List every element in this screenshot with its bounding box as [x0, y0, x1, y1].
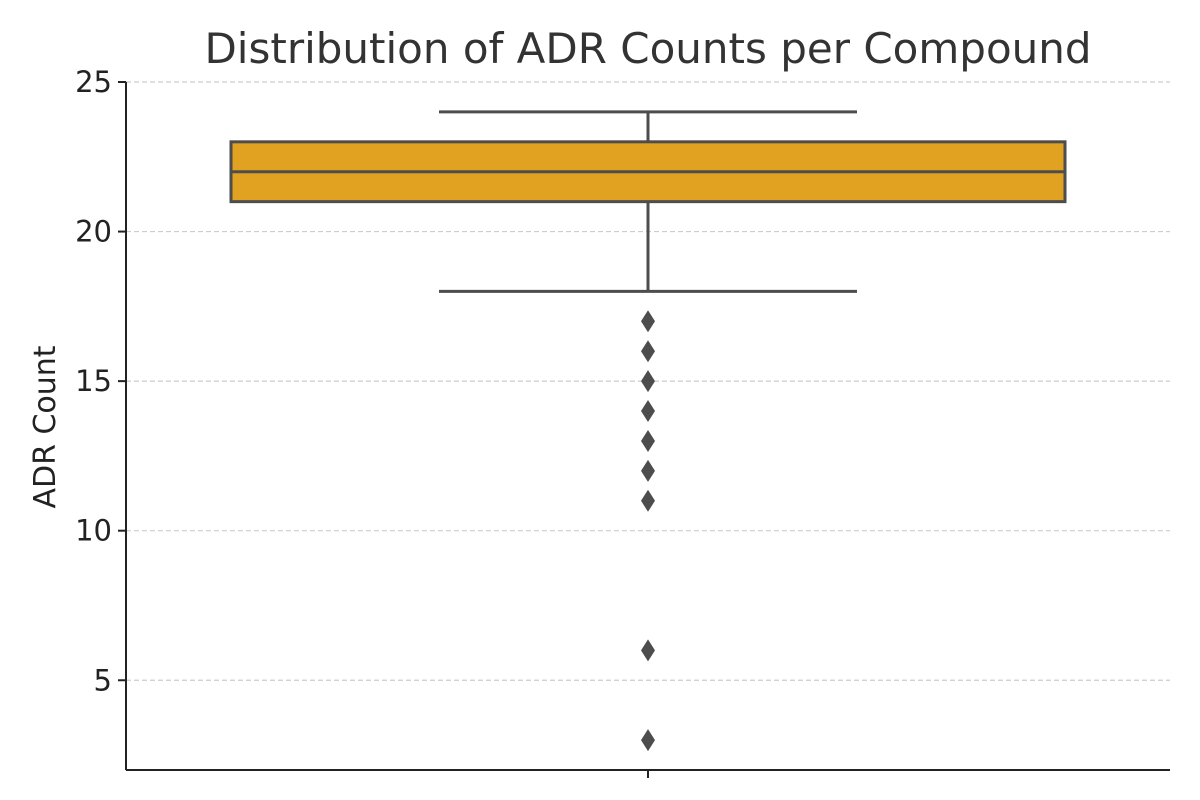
y-tick-label: 20 — [75, 215, 112, 249]
axes — [118, 81, 1170, 778]
y-tick-labels: 5 10 15 20 25 — [75, 65, 112, 697]
y-tick-label: 15 — [75, 364, 112, 398]
outlier-point — [641, 489, 655, 512]
outlier-point — [641, 340, 655, 363]
box-plot — [229, 110, 1067, 293]
outlier-point — [641, 639, 655, 662]
outlier-point — [641, 370, 655, 393]
y-tick-label: 10 — [75, 514, 112, 548]
outlier-points — [641, 310, 655, 752]
outlier-point — [641, 459, 655, 482]
outlier-point — [641, 400, 655, 423]
outlier-point — [641, 729, 655, 752]
outlier-point — [641, 310, 655, 333]
y-tick-label: 5 — [94, 663, 112, 697]
chart-title: Distribution of ADR Counts per Compound — [204, 24, 1091, 73]
outlier-point — [641, 429, 655, 452]
y-tick-label: 25 — [75, 65, 112, 99]
y-axis-label: ADR Count — [28, 345, 63, 508]
